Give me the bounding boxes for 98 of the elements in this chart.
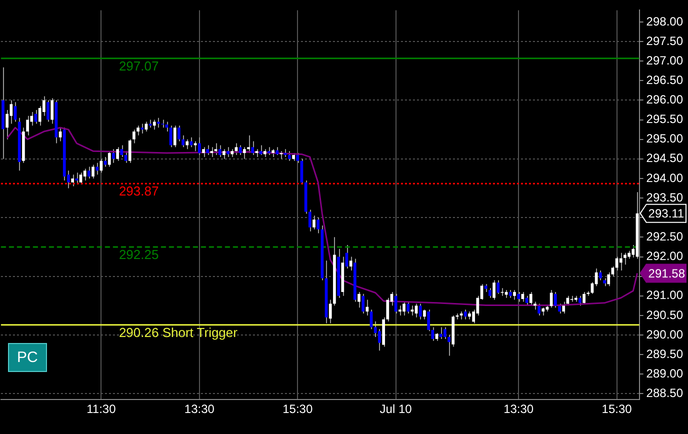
candlestick (198, 136, 201, 156)
x-tick-label: 15:30 (602, 402, 632, 416)
candlestick (492, 280, 496, 300)
candlestick (157, 117, 160, 128)
candlestick (26, 115, 29, 136)
candlestick (202, 146, 205, 158)
candlestick (554, 291, 557, 308)
candlestick (398, 305, 402, 316)
candlestick (226, 146, 230, 158)
candlestick (529, 291, 532, 306)
candlestick (362, 293, 365, 314)
candlestick (186, 138, 189, 150)
y-tick-label: 292.50 (646, 230, 684, 244)
candlestick (75, 172, 78, 185)
y-tick-label: 289.00 (646, 366, 684, 380)
candlestick (222, 148, 226, 160)
ref-line-label: 290.26 Short Trigger (118, 324, 238, 340)
y-tick-label: 298.00 (646, 14, 684, 28)
candlestick (578, 295, 582, 306)
candlestick (144, 121, 148, 132)
candlestick (538, 303, 540, 316)
candlestick (394, 293, 398, 314)
candlestick (517, 291, 520, 302)
candlestick (238, 144, 242, 156)
candlestick (349, 256, 352, 271)
candlestick (178, 125, 180, 142)
y-tick-label: 297.50 (646, 34, 684, 48)
candlestick (140, 123, 144, 134)
candlestick (210, 146, 214, 158)
candlestick (152, 119, 156, 130)
candlestick (96, 162, 99, 176)
candlestick (328, 299, 332, 324)
candlestick (312, 215, 316, 230)
candlestick (50, 98, 54, 124)
y-tick-label: 294.00 (646, 170, 684, 185)
candlestick (521, 291, 524, 302)
candlestick (173, 125, 176, 148)
y-tick-label: 296.00 (646, 92, 684, 107)
candlestick (418, 303, 422, 320)
candlestick (206, 144, 210, 156)
candlestick (598, 270, 602, 281)
candlestick (92, 164, 94, 179)
candlestick (214, 142, 218, 156)
candlestick (439, 326, 442, 340)
candlestick (558, 303, 561, 314)
x-tick-label: 13:30 (504, 402, 534, 416)
candlestick (496, 280, 500, 294)
candlestick (410, 305, 414, 316)
candlestick (112, 148, 115, 164)
candlestick (288, 150, 291, 162)
y-tick-label: 294.50 (646, 151, 684, 166)
x-tick-label: Jul 10 (380, 402, 412, 416)
candlestick (46, 100, 50, 122)
ref-line-label: 292.25 (118, 247, 159, 262)
candlestick (550, 290, 553, 308)
y-tick-label: 288.50 (646, 386, 684, 400)
candlestick (128, 138, 132, 164)
candlestick (500, 288, 504, 296)
candlestick (513, 290, 516, 300)
annotation: PC (8, 343, 47, 372)
y-tick-label: 293.50 (646, 190, 684, 204)
y-tick-label: 296.50 (646, 72, 684, 87)
text: 291.58 (648, 266, 686, 281)
candlestick (108, 150, 111, 168)
text: 293.11 (648, 206, 684, 221)
candlestick (406, 301, 410, 314)
candlestick (464, 309, 467, 320)
candlestick (116, 146, 120, 162)
y-tick-label: 291.00 (646, 288, 684, 302)
candlestick (378, 328, 381, 352)
ref-line-label: 297.07 (118, 58, 159, 74)
candlestick (402, 301, 406, 316)
candlestick (488, 288, 492, 298)
y-tick-label: 297.00 (646, 53, 684, 68)
x-tick-label: 11:30 (86, 402, 116, 416)
y-tick-label: 290.50 (646, 308, 684, 322)
ref-line-label: 293.87 (118, 184, 159, 199)
candlestick (58, 127, 62, 142)
candlestick (71, 174, 74, 187)
y-tick-label: 290.00 (646, 327, 684, 342)
candlestick (132, 129, 136, 144)
candlestick (423, 309, 426, 320)
candlestick (607, 272, 610, 287)
candlestick (83, 168, 86, 181)
y-tick-label: 295.50 (646, 112, 684, 126)
y-tick-label: 295.00 (646, 132, 684, 146)
candlestick (242, 146, 246, 160)
candlestick (444, 326, 446, 340)
x-tick-label: 15:30 (282, 402, 313, 416)
x-tick-label: 13:30 (184, 402, 215, 416)
candlestick (120, 144, 124, 158)
y-tick-label: 292.00 (646, 249, 684, 264)
y-tick-label: 289.50 (646, 346, 684, 361)
candlestick (619, 252, 622, 271)
candlestick (218, 144, 222, 158)
candlestick (247, 134, 250, 154)
candlestick (88, 166, 90, 179)
candlestick (562, 301, 566, 314)
